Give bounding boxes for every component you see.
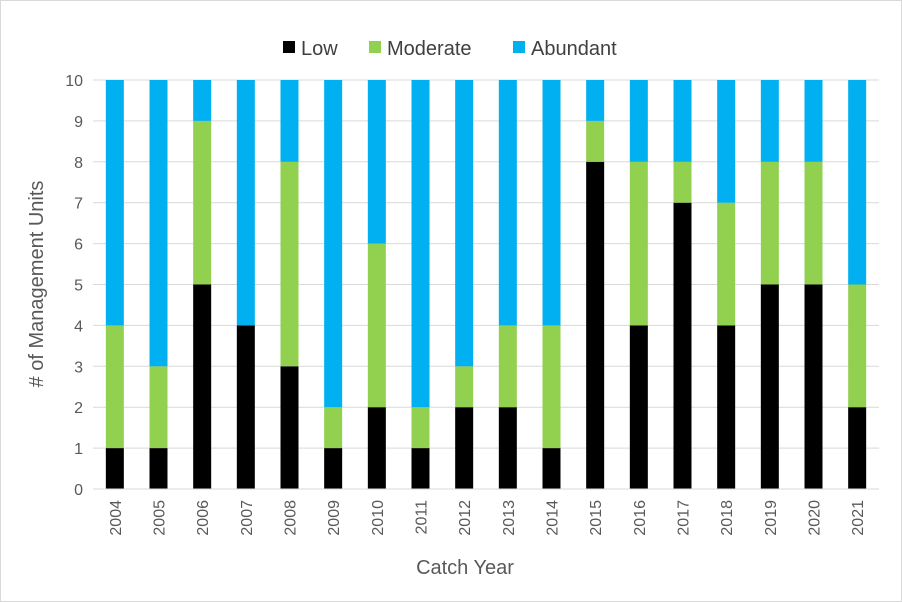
bar-moderate-2004 — [105, 325, 124, 449]
bar-abundant-2007 — [236, 80, 255, 326]
y-tick-label: 8 — [74, 155, 83, 172]
x-tick-label: 2010 — [370, 500, 387, 536]
y-tick-label: 4 — [74, 318, 83, 335]
bar-moderate-2010 — [367, 243, 386, 408]
bar-moderate-2013 — [498, 325, 517, 408]
bars — [105, 80, 867, 490]
y-tick-label: 6 — [74, 237, 83, 254]
legend-label-low: Low — [301, 38, 338, 60]
y-tick-label: 3 — [74, 359, 83, 376]
x-tick-label: 2013 — [501, 500, 518, 536]
legend-swatch-abundant — [513, 41, 525, 53]
bar-low-2006 — [193, 284, 212, 489]
bar-low-2007 — [236, 325, 255, 489]
x-tick-label: 2005 — [152, 500, 169, 536]
bar-abundant-2016 — [629, 80, 648, 162]
bar-low-2014 — [542, 448, 561, 489]
bar-low-2019 — [760, 284, 779, 489]
x-tick-label: 2021 — [850, 500, 867, 536]
bar-abundant-2015 — [586, 80, 605, 121]
gridlines — [93, 79, 879, 449]
y-tick-label: 1 — [74, 441, 83, 458]
bar-low-2013 — [498, 407, 517, 489]
x-tick-label: 2008 — [283, 500, 300, 536]
x-axis-ticks: 2004 2005 2006 2007 2008 2009 2010 2011 2012 2013… — [108, 500, 867, 536]
bar-abundant-2006 — [193, 80, 212, 121]
bar-low-2005 — [149, 448, 168, 489]
bar-moderate-2020 — [804, 161, 823, 285]
y-tick-label: 5 — [74, 278, 83, 295]
x-tick-label: 2004 — [108, 500, 125, 536]
legend: Low Moderate Abundant — [283, 38, 617, 60]
x-tick-label: 2006 — [195, 500, 212, 536]
bar-abundant-2019 — [760, 80, 779, 162]
y-axis-ticks: 0 1 2 3 4 5 6 7 8 9 10 — [65, 73, 83, 499]
bar-moderate-2012 — [455, 366, 474, 408]
bar-abundant-2005 — [149, 80, 168, 367]
bar-moderate-2006 — [193, 120, 212, 285]
bar-moderate-2018 — [717, 202, 736, 326]
bar-abundant-2008 — [280, 80, 299, 162]
bar-low-2009 — [324, 448, 343, 489]
x-axis-title: Catch Year — [416, 557, 514, 579]
x-tick-label: 2015 — [588, 500, 605, 536]
legend-label-moderate: Moderate — [387, 38, 472, 60]
bar-low-2010 — [367, 407, 386, 489]
bar-abundant-2012 — [455, 80, 474, 367]
y-tick-label: 7 — [74, 196, 83, 213]
bar-low-2018 — [717, 325, 736, 489]
bar-low-2015 — [586, 161, 605, 490]
bar-moderate-2011 — [411, 407, 430, 449]
bar-moderate-2016 — [629, 161, 648, 326]
x-tick-label: 2018 — [719, 500, 736, 536]
bar-abundant-2011 — [411, 80, 430, 408]
y-tick-label: 9 — [74, 114, 83, 131]
x-tick-label: 2011 — [414, 500, 431, 535]
bar-abundant-2004 — [105, 80, 124, 326]
bar-moderate-2008 — [280, 161, 299, 367]
legend-label-abundant: Abundant — [531, 38, 617, 60]
bar-moderate-2017 — [673, 161, 692, 203]
bar-abundant-2018 — [717, 80, 736, 203]
x-tick-label: 2009 — [326, 500, 343, 536]
bar-low-2016 — [629, 325, 648, 489]
bar-low-2011 — [411, 448, 430, 489]
legend-swatch-low — [283, 41, 295, 53]
y-tick-label: 2 — [74, 400, 83, 417]
x-tick-label: 2012 — [457, 500, 474, 536]
bar-moderate-2005 — [149, 366, 168, 449]
x-tick-label: 2016 — [632, 500, 649, 536]
bar-abundant-2020 — [804, 80, 823, 162]
legend-swatch-moderate — [369, 41, 381, 53]
x-tick-label: 2007 — [239, 500, 256, 536]
x-tick-label: 2017 — [676, 500, 693, 536]
bar-moderate-2009 — [324, 407, 343, 449]
bar-abundant-2009 — [324, 80, 343, 408]
bar-abundant-2017 — [673, 80, 692, 162]
bar-low-2017 — [673, 202, 692, 489]
bar-low-2020 — [804, 284, 823, 489]
bar-low-2012 — [455, 407, 474, 489]
x-tick-label: 2019 — [763, 500, 780, 536]
y-tick-label: 10 — [65, 73, 83, 90]
bar-moderate-2015 — [586, 120, 605, 162]
x-tick-label: 2014 — [545, 500, 562, 536]
y-axis-title: # of Management Units — [26, 181, 48, 388]
bar-low-2004 — [105, 448, 124, 489]
bar-abundant-2014 — [542, 80, 561, 326]
bar-moderate-2019 — [760, 161, 779, 285]
bar-low-2021 — [848, 407, 867, 489]
bar-moderate-2021 — [848, 284, 867, 408]
bar-abundant-2021 — [848, 80, 867, 285]
bar-abundant-2010 — [367, 80, 386, 244]
y-tick-label: 0 — [74, 482, 83, 499]
bar-abundant-2013 — [498, 80, 517, 326]
bar-moderate-2014 — [542, 325, 561, 449]
x-tick-label: 2020 — [807, 500, 824, 536]
bar-low-2008 — [280, 366, 299, 489]
